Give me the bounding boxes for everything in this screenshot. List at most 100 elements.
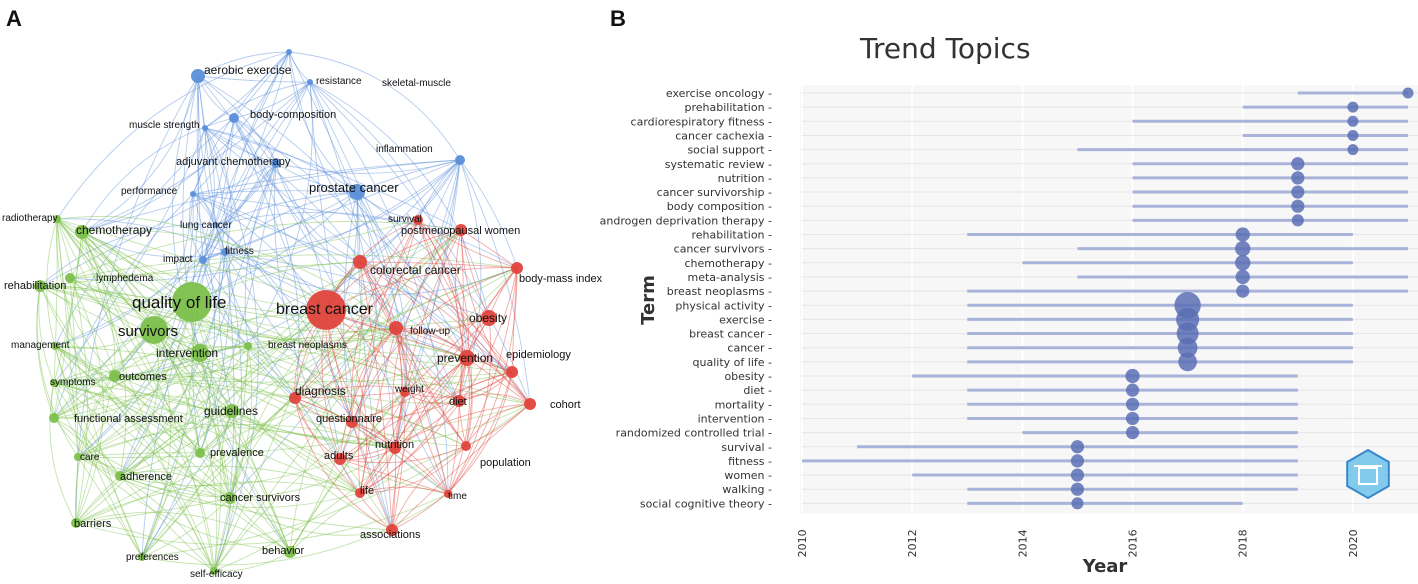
network-edge [447,317,492,495]
network-edge [294,385,460,402]
node-follow-up [389,321,403,335]
node-fitness [221,248,229,256]
network-edge [39,285,116,377]
network-edge [275,162,361,263]
network-edge [202,162,277,261]
panel-label-b: B [610,6,626,31]
network-edge [39,285,513,373]
network-edge [56,218,397,329]
network-edge [359,327,397,494]
network-edge [229,345,253,499]
network-edge [417,219,473,447]
network-edge [224,251,490,319]
term-label-women: women - [724,469,772,482]
network-edge [75,410,233,524]
peak-point-cancer-survivorship [1291,185,1305,199]
network-edge [447,267,518,495]
node-breast-neoplasms [244,342,252,350]
node-label-rehabilitation: rehabilitation [4,280,66,292]
network-edge [69,277,233,412]
chart-title: Trend Topics [859,32,1031,65]
term-label-fitness: fitness - [728,455,772,468]
network-edge [53,159,461,384]
network-edge [288,51,311,83]
node-barriers [71,518,81,528]
network-edge [404,267,518,393]
network-edge [202,117,235,261]
network-edge [417,219,531,405]
network-edge [75,456,79,524]
node-aerobic-exercise [191,69,205,83]
node-label-aerobic-exercise: aerobic exercise [204,63,292,77]
network-edge [309,81,468,359]
x-tick-2012: 2012 [906,529,919,557]
network-edge [119,465,361,494]
network-edge [56,218,226,253]
node-label-care: care [80,452,100,463]
network-edge [359,261,397,329]
network-edge [197,75,468,359]
network-edge [75,497,231,524]
network-edge [339,403,531,464]
term-label-survival: survival - [721,441,772,454]
network-edge [39,224,217,287]
network-edge [54,259,204,347]
node-label-population: population [480,457,531,469]
node-label-follow-up: follow-up [410,326,450,337]
node-label-barriers: barriers [74,518,112,530]
network-edge [197,75,217,226]
network-edge [69,277,468,359]
network-edge [204,127,358,193]
peak-point-obesity [1125,368,1140,384]
network-edge [56,218,79,458]
network-edge [213,391,406,572]
panel-label-a: A [6,6,22,31]
network-edge [56,218,88,524]
node-prevalence [195,448,205,458]
network-edge [192,193,462,231]
network-edge [294,397,361,494]
network-edge [53,417,231,499]
network-edge [141,309,327,558]
network-edge [81,51,290,233]
network-edge [274,162,341,460]
keyword-cooccurrence-network: aerobic exercise resistance skeletal-muscl… [2,49,603,580]
network-edge [192,117,235,195]
network-edge [359,391,406,494]
network-edge [53,229,462,419]
network-edge [325,267,518,311]
network-edge [54,345,215,572]
network-edge [119,309,327,477]
term-label-breast-neoplasms: breast neoplasms - [667,285,772,298]
node-questionnaire [346,416,358,428]
network-edge [395,327,449,495]
network-edge [224,251,235,499]
node-label-colorectal-cancer: colorectal cancer [370,263,461,277]
network-edge [294,327,397,399]
network-edge [404,371,513,398]
node-label-guidelines: guidelines [204,404,258,418]
node-label-time: time [448,491,467,502]
network-edge [53,382,291,553]
node-survival [413,215,423,225]
network-edge [114,375,215,572]
network-edge [447,400,460,495]
node-label-nutrition: nutrition [375,439,414,451]
network-edge [465,357,473,447]
network-edge [339,391,406,460]
node-label-diet: diet [449,396,467,408]
network-edge [309,81,460,402]
network-edge [119,475,393,531]
network-edge [199,162,277,454]
network-edge [309,81,531,405]
network-edge [81,75,199,233]
network-edge [359,445,467,494]
network-edge [39,285,531,405]
network-edge [197,75,226,253]
term-label-quality-of-life: quality of life - [693,356,772,369]
network-edge [53,382,121,477]
network-edge [53,231,83,419]
node-lung-cancer [213,222,219,228]
network-edge [56,218,531,405]
network-edge [141,229,462,558]
